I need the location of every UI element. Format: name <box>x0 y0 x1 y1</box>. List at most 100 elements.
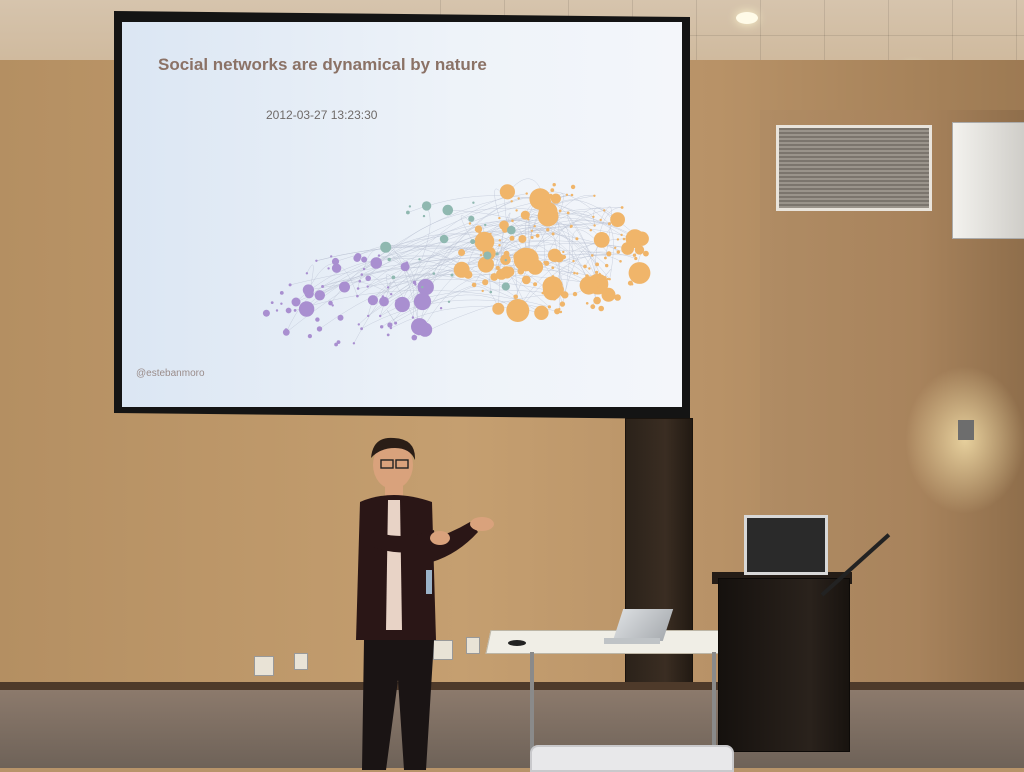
network-node <box>339 281 350 293</box>
network-node <box>477 256 494 273</box>
carpet-floor <box>0 690 1024 768</box>
podium <box>718 578 850 752</box>
network-node <box>495 265 500 270</box>
network-node <box>551 232 555 236</box>
network-node <box>479 254 483 257</box>
network-node <box>550 250 554 254</box>
network-node <box>360 327 363 331</box>
network-node <box>570 224 573 228</box>
network-node <box>547 199 551 204</box>
network-edge <box>357 273 392 295</box>
network-node <box>421 201 432 211</box>
wall-switch <box>466 637 480 654</box>
network-edge <box>358 279 553 292</box>
network-node <box>550 193 561 204</box>
network-node <box>546 228 550 232</box>
network-node <box>408 205 412 208</box>
network-node <box>511 219 514 223</box>
network-edge <box>367 254 467 287</box>
network-node <box>367 295 378 306</box>
network-edge <box>496 220 636 255</box>
network-node <box>285 307 292 314</box>
network-node <box>551 266 555 270</box>
network-node <box>603 209 606 212</box>
network-edge <box>386 309 396 324</box>
network-node <box>418 322 433 337</box>
network-node <box>572 291 578 297</box>
network-node <box>354 253 362 260</box>
network-node <box>520 210 530 220</box>
network-edge <box>504 259 588 286</box>
network-node <box>593 232 610 248</box>
network-node <box>380 325 384 329</box>
network-edge <box>422 196 537 288</box>
network-node <box>505 223 508 226</box>
network-node <box>275 309 279 312</box>
network-edge <box>322 248 521 287</box>
network-node <box>411 334 418 341</box>
network-edge <box>594 223 614 280</box>
network-node <box>625 252 628 255</box>
network-node <box>331 304 334 307</box>
network-node <box>576 272 579 275</box>
network-node <box>262 309 270 317</box>
network-node <box>547 305 551 309</box>
network-node <box>391 275 396 280</box>
network-node <box>638 237 642 240</box>
network-node <box>379 296 389 307</box>
network-node <box>450 273 454 277</box>
network-node <box>604 256 607 260</box>
network-node <box>595 262 599 267</box>
network-node <box>525 192 528 195</box>
network-node <box>418 258 421 261</box>
network-node <box>280 302 283 305</box>
network-node <box>439 307 443 310</box>
network-edge <box>505 245 566 295</box>
network-edge <box>544 221 592 263</box>
network-node <box>481 289 484 293</box>
network-node <box>468 222 472 225</box>
network-node <box>550 188 555 193</box>
network-node <box>331 257 340 266</box>
network-edge <box>383 232 538 302</box>
network-node <box>361 256 368 263</box>
network-node <box>337 314 344 321</box>
network-node <box>288 283 292 287</box>
network-node <box>327 267 330 270</box>
network-node <box>336 340 341 344</box>
network-edge <box>531 211 595 238</box>
network-node <box>632 253 637 257</box>
network-node <box>305 272 309 275</box>
network-node <box>634 256 638 261</box>
network-node <box>502 227 508 233</box>
network-node <box>492 302 505 315</box>
network-node <box>442 204 454 216</box>
network-node <box>293 309 297 312</box>
network-node <box>622 237 626 241</box>
network-node <box>357 323 360 326</box>
network-node <box>315 259 318 262</box>
network-edge <box>467 265 550 308</box>
network-node <box>628 262 651 284</box>
network-node <box>610 212 625 228</box>
network-node <box>474 225 483 233</box>
air-vent <box>776 125 932 211</box>
network-node <box>601 287 616 302</box>
network-node <box>498 216 501 220</box>
network-node <box>595 270 599 274</box>
network-node <box>509 235 515 241</box>
network-node <box>593 194 596 197</box>
network-node <box>470 239 476 245</box>
network-edge <box>330 233 500 304</box>
network-edge <box>547 223 570 295</box>
network-node <box>379 314 382 318</box>
network-edge <box>448 286 499 309</box>
network-node <box>510 200 513 203</box>
network-node <box>543 261 546 264</box>
laptop <box>604 638 660 644</box>
network-node <box>535 233 540 238</box>
network-node <box>533 282 538 287</box>
network-node <box>590 304 596 310</box>
network-node <box>465 266 468 270</box>
network-node <box>439 234 449 244</box>
